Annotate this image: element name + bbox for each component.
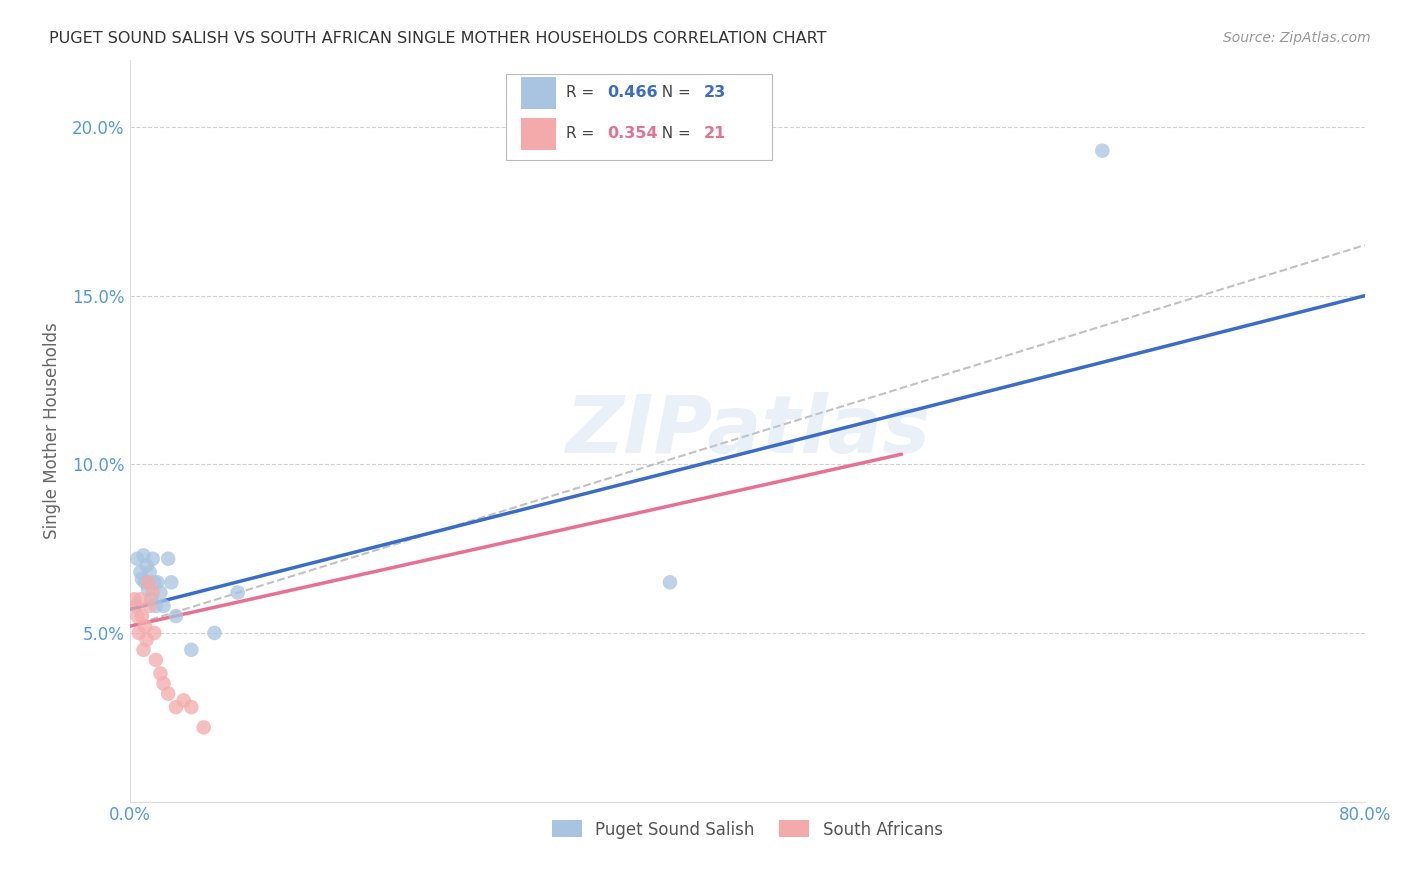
Point [145, 599, 167, 613]
Point [226, 585, 249, 599]
Text: N =: N = [652, 127, 696, 142]
Point [180, 642, 202, 657]
Text: PUGET SOUND SALISH VS SOUTH AFRICAN SINGLE MOTHER HOUSEHOLDS CORRELATION CHART: PUGET SOUND SALISH VS SOUTH AFRICAN SING… [49, 31, 827, 46]
Point [146, 575, 169, 590]
Point [128, 626, 150, 640]
FancyBboxPatch shape [506, 74, 772, 160]
Point [141, 592, 163, 607]
Text: 21: 21 [704, 127, 727, 142]
Text: R =: R = [565, 127, 599, 142]
Point [165, 609, 187, 624]
Point [165, 700, 187, 714]
Point [145, 653, 167, 667]
Point [131, 609, 153, 624]
Point [157, 687, 180, 701]
Point [152, 599, 174, 613]
Point [131, 572, 153, 586]
Text: 0.466: 0.466 [607, 86, 658, 101]
Point [152, 676, 174, 690]
Point [160, 575, 183, 590]
Point [136, 582, 159, 596]
Point [149, 585, 172, 599]
Point [1091, 144, 1114, 158]
Point [138, 599, 160, 613]
Point [135, 632, 157, 647]
Point [173, 693, 195, 707]
Legend: Puget Sound Salish, South Africans: Puget Sound Salish, South Africans [546, 814, 949, 846]
Point [134, 619, 156, 633]
Point [132, 549, 155, 563]
Point [142, 585, 165, 599]
Point [136, 575, 159, 590]
Point [125, 599, 148, 613]
Point [143, 626, 166, 640]
FancyBboxPatch shape [522, 78, 555, 109]
Text: ZIPatlas: ZIPatlas [565, 392, 929, 469]
Point [129, 566, 152, 580]
Point [143, 575, 166, 590]
Point [127, 551, 149, 566]
Point [129, 592, 152, 607]
Text: N =: N = [652, 86, 696, 101]
Point [127, 609, 149, 624]
FancyBboxPatch shape [522, 119, 555, 150]
Point [659, 575, 682, 590]
Point [180, 700, 202, 714]
Point [135, 558, 157, 573]
Point [157, 551, 180, 566]
Text: 23: 23 [704, 86, 727, 101]
Point [204, 626, 226, 640]
Point [122, 592, 145, 607]
Point [142, 551, 165, 566]
Text: 0.354: 0.354 [607, 127, 658, 142]
Point [138, 566, 160, 580]
Point [132, 642, 155, 657]
Y-axis label: Single Mother Households: Single Mother Households [44, 322, 60, 539]
Text: Source: ZipAtlas.com: Source: ZipAtlas.com [1223, 31, 1371, 45]
Point [134, 575, 156, 590]
Point [149, 666, 172, 681]
Point [193, 720, 215, 734]
Text: R =: R = [565, 86, 599, 101]
